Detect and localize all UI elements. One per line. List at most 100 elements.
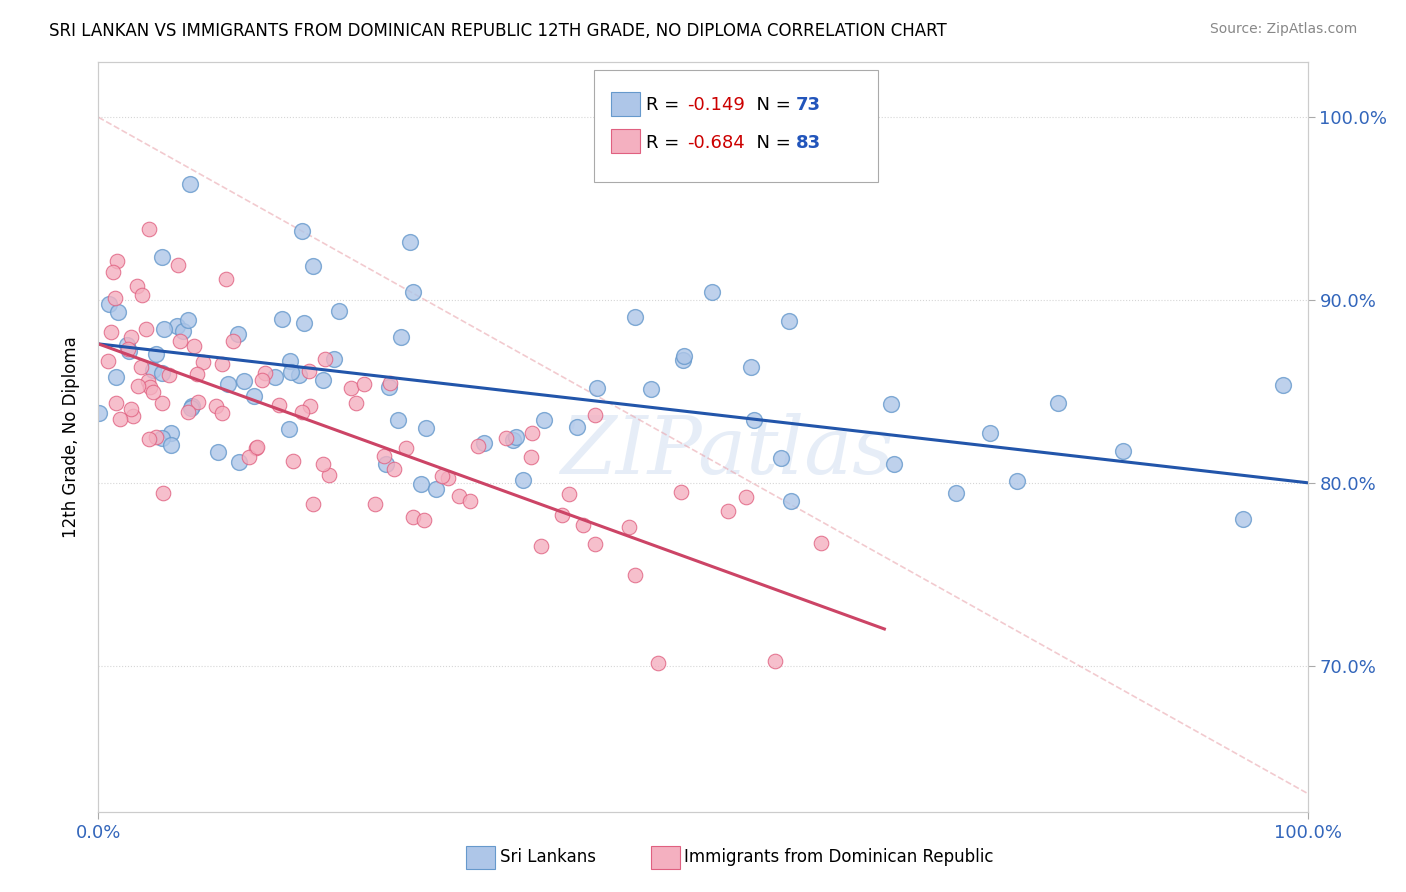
Point bbox=[145, 430, 167, 444]
Point bbox=[314, 352, 336, 367]
Point bbox=[373, 450, 395, 464]
Text: N =: N = bbox=[745, 134, 797, 152]
Point bbox=[120, 330, 142, 344]
Point bbox=[449, 488, 471, 502]
Point bbox=[291, 405, 314, 419]
Text: ZIPatlas: ZIPatlas bbox=[561, 413, 894, 491]
FancyBboxPatch shape bbox=[651, 847, 681, 869]
Point bbox=[505, 430, 527, 444]
Point bbox=[312, 373, 335, 387]
Point bbox=[700, 285, 723, 299]
Point bbox=[402, 510, 425, 524]
Point bbox=[145, 347, 167, 361]
Point bbox=[364, 498, 387, 512]
Point bbox=[735, 490, 758, 504]
Point bbox=[640, 383, 662, 397]
Point bbox=[512, 474, 534, 488]
Point bbox=[810, 536, 832, 550]
Point bbox=[378, 376, 401, 390]
Point bbox=[530, 539, 553, 553]
Point bbox=[520, 426, 543, 441]
Point bbox=[180, 401, 202, 416]
Point bbox=[769, 451, 792, 466]
Text: Source: ZipAtlas.com: Source: ZipAtlas.com bbox=[1209, 22, 1357, 37]
Point bbox=[280, 365, 302, 379]
Point bbox=[160, 438, 183, 452]
Point bbox=[328, 304, 350, 318]
Text: 73: 73 bbox=[796, 96, 821, 114]
Point bbox=[101, 265, 124, 279]
Point bbox=[312, 457, 335, 471]
Point bbox=[204, 399, 226, 413]
Point bbox=[318, 468, 340, 483]
FancyBboxPatch shape bbox=[465, 847, 495, 869]
Point bbox=[222, 334, 245, 348]
Point bbox=[430, 469, 453, 483]
Point bbox=[415, 420, 437, 434]
Point bbox=[138, 432, 160, 446]
Point bbox=[298, 364, 321, 378]
Point bbox=[436, 470, 458, 484]
Point bbox=[283, 454, 305, 468]
Point bbox=[150, 250, 173, 264]
Point bbox=[100, 325, 122, 339]
Point bbox=[131, 288, 153, 302]
Point bbox=[413, 513, 436, 527]
Point bbox=[411, 477, 433, 491]
Point bbox=[979, 426, 1001, 441]
Point bbox=[177, 312, 200, 326]
Point bbox=[179, 177, 201, 191]
Point bbox=[104, 291, 127, 305]
Point bbox=[207, 445, 229, 459]
Point bbox=[142, 363, 165, 377]
Point bbox=[120, 401, 142, 416]
Point bbox=[180, 399, 202, 413]
Point bbox=[254, 366, 277, 380]
Point bbox=[780, 493, 803, 508]
Point bbox=[624, 310, 647, 324]
Point bbox=[583, 408, 606, 422]
Point bbox=[152, 322, 174, 336]
Point bbox=[264, 370, 287, 384]
Point bbox=[159, 426, 181, 441]
Point bbox=[322, 352, 344, 367]
Point bbox=[243, 389, 266, 403]
Point bbox=[138, 380, 160, 394]
Point bbox=[1232, 512, 1254, 526]
Point bbox=[152, 485, 174, 500]
Point bbox=[131, 359, 153, 374]
Text: Sri Lankans: Sri Lankans bbox=[501, 847, 596, 865]
Point bbox=[278, 354, 301, 368]
Point bbox=[353, 376, 375, 391]
Point bbox=[238, 450, 260, 464]
Point bbox=[1271, 377, 1294, 392]
Point bbox=[110, 411, 132, 425]
Point bbox=[278, 422, 301, 436]
Text: -0.684: -0.684 bbox=[688, 134, 745, 152]
Point bbox=[302, 259, 325, 273]
Point bbox=[375, 457, 398, 471]
Point bbox=[157, 368, 180, 383]
Point bbox=[226, 326, 249, 341]
Point bbox=[340, 381, 363, 395]
Point bbox=[97, 297, 120, 311]
Point bbox=[387, 413, 409, 427]
Point bbox=[389, 330, 412, 344]
Point bbox=[166, 319, 188, 334]
Point bbox=[742, 413, 765, 427]
Point bbox=[302, 497, 325, 511]
Point bbox=[292, 317, 315, 331]
Point bbox=[586, 380, 609, 394]
Point bbox=[533, 413, 555, 427]
Text: R =: R = bbox=[647, 134, 685, 152]
Point bbox=[136, 374, 159, 388]
Point bbox=[246, 440, 269, 454]
Point bbox=[186, 367, 208, 381]
Point bbox=[89, 405, 111, 419]
Point bbox=[1112, 444, 1135, 458]
Point bbox=[778, 314, 800, 328]
Point bbox=[673, 349, 696, 363]
Point bbox=[399, 235, 422, 249]
Point bbox=[1046, 396, 1069, 410]
Point bbox=[551, 508, 574, 522]
